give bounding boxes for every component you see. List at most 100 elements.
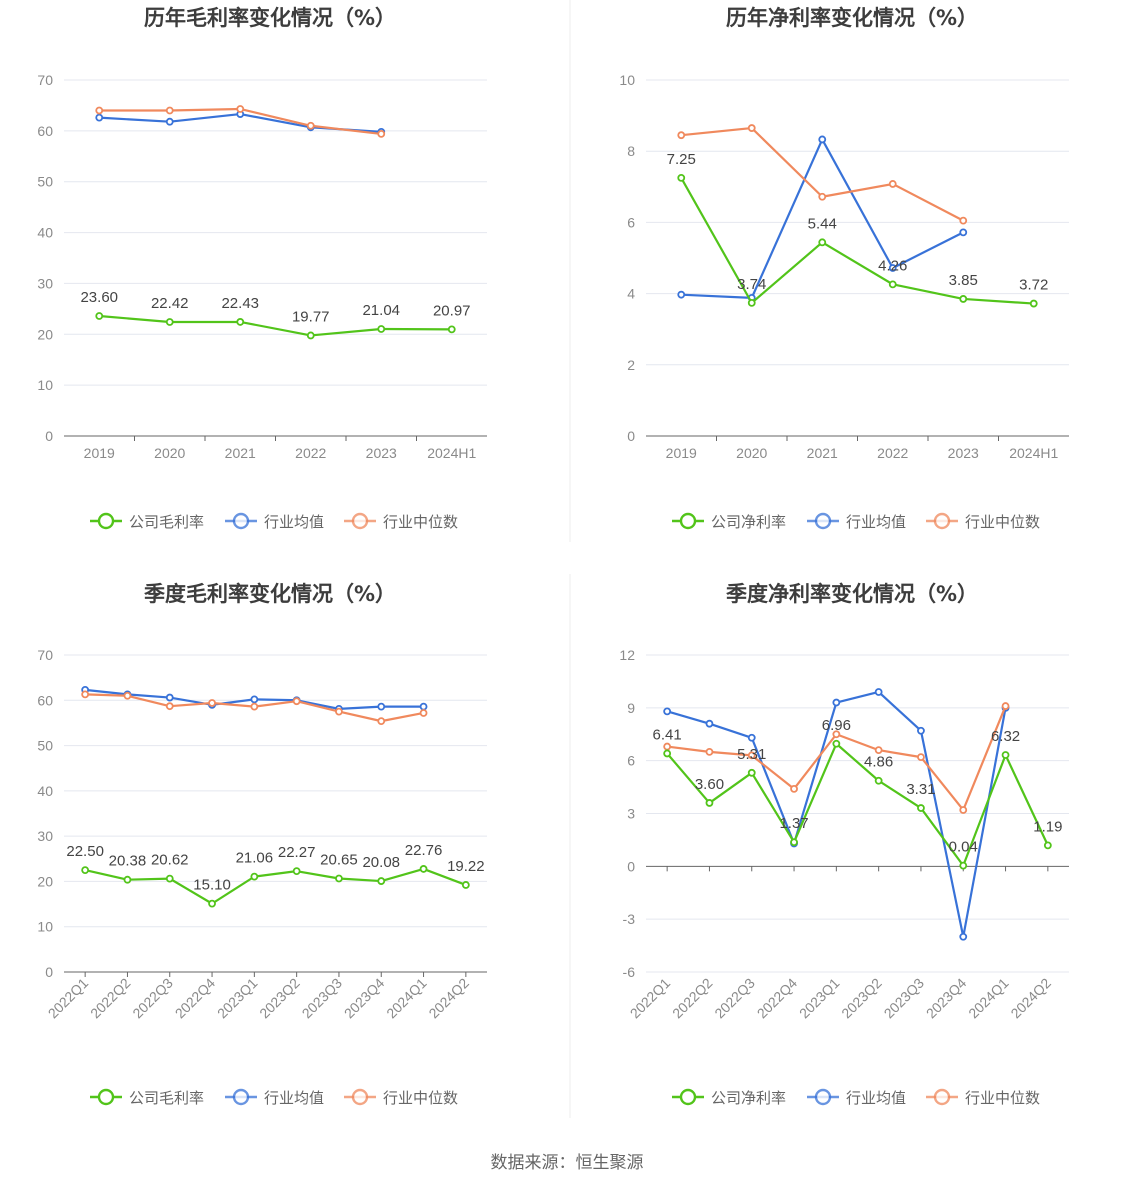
data-label: 19.22 — [447, 858, 485, 875]
data-point-median — [1001, 702, 1010, 710]
data-point-avg — [165, 693, 174, 702]
y-tick-label: 40 — [37, 783, 53, 799]
y-tick-label: 6 — [627, 214, 635, 230]
data-point-median — [705, 747, 714, 756]
data-label: 20.38 — [109, 853, 147, 870]
x-tick-label: 2022 — [295, 445, 326, 461]
y-tick-label: 10 — [619, 72, 635, 88]
data-point-company — [292, 867, 301, 876]
data-point-avg — [95, 113, 104, 122]
data-label: 22.42 — [151, 295, 189, 312]
legend-marker-median — [351, 512, 369, 530]
y-tick-label: 6 — [627, 753, 635, 769]
x-tick-label: 2022Q2 — [87, 975, 134, 1022]
data-point-company — [888, 280, 897, 289]
data-point-company — [165, 874, 174, 883]
data-point-avg — [250, 695, 259, 704]
data-label: 5.31 — [737, 746, 766, 763]
x-tick-label: 2023Q3 — [299, 975, 346, 1022]
data-point-avg — [959, 932, 968, 941]
data-point-median — [747, 751, 756, 760]
data-label: 21.06 — [236, 850, 274, 867]
y-tick-label: 3 — [627, 806, 635, 822]
data-point-median — [236, 105, 245, 113]
x-tick-label: 2022Q1 — [627, 975, 674, 1022]
y-tick-label: 20 — [37, 326, 53, 342]
data-label: 23.60 — [80, 289, 118, 306]
legend-marker-company — [97, 512, 115, 530]
x-tick-label: 2023Q4 — [923, 975, 970, 1022]
data-label: 3.85 — [949, 272, 978, 289]
data-label: 4.26 — [878, 257, 907, 274]
x-tick-label: 2024Q2 — [1007, 975, 1054, 1022]
chart-title: 季度净利率变化情况（%） — [726, 582, 978, 606]
data-point-company — [461, 881, 470, 889]
data-point-company — [959, 861, 968, 870]
data-point-avg — [917, 726, 925, 735]
data-point-company — [705, 799, 714, 807]
x-tick-label: 2023 — [948, 445, 979, 461]
x-tick-label: 2022Q4 — [172, 975, 219, 1022]
x-tick-label: 2024Q1 — [383, 975, 430, 1022]
data-point-company — [1001, 751, 1010, 759]
data-point-median — [123, 691, 132, 700]
data-point-avg — [677, 290, 686, 299]
data-point-company — [236, 318, 245, 326]
legend-marker-company — [97, 1088, 115, 1106]
data-point-company — [208, 899, 216, 908]
x-tick-label: 2022 — [877, 445, 908, 461]
data-point-median — [335, 707, 343, 716]
data-point-median — [377, 130, 386, 138]
x-tick-label: 2023Q3 — [881, 975, 928, 1022]
data-point-median — [208, 699, 216, 707]
data-point-avg — [818, 135, 827, 144]
series-line-company — [99, 314, 452, 337]
y-tick-label: -6 — [623, 964, 636, 980]
legend-label-median: 行业中位数 — [965, 1090, 1040, 1107]
series-line-company — [84, 867, 467, 905]
data-label: 6.96 — [822, 717, 851, 734]
legend-label-median: 行业中位数 — [965, 514, 1040, 531]
chart-title: 季度毛利率变化情况（%） — [144, 582, 396, 606]
data-point-median — [95, 106, 104, 115]
y-tick-label: 0 — [45, 428, 53, 444]
data-point-median — [250, 702, 259, 711]
data-point-company — [377, 325, 386, 333]
data-label: 20.08 — [362, 854, 400, 871]
y-tick-label: 10 — [37, 377, 53, 393]
chart-quarterly-net-margin: 季度净利率变化情况（%） -6 -3 0 3 6 9 12 2022Q12022Q22022Q3… — [619, 582, 1069, 1107]
data-point-median — [917, 753, 925, 762]
x-tick-label: 2022Q3 — [129, 975, 176, 1022]
data-point-company — [306, 331, 315, 340]
data-label: 3.74 — [737, 276, 766, 293]
data-label: 3.31 — [906, 781, 935, 798]
legend-label-avg: 行业均值 — [846, 1090, 906, 1107]
data-point-median — [747, 124, 756, 132]
data-label: 19.77 — [292, 308, 330, 325]
data-point-median — [832, 730, 841, 739]
data-point-company — [832, 739, 841, 748]
data-label: 7.25 — [667, 151, 696, 168]
legend-label-company: 公司毛利率 — [129, 514, 204, 531]
y-tick-label: 9 — [627, 700, 635, 716]
data-point-median — [888, 180, 897, 188]
data-label: 0.04 — [949, 839, 978, 856]
x-tick-label: 2023Q1 — [796, 975, 843, 1022]
data-point-avg — [874, 688, 883, 696]
data-point-avg — [747, 733, 756, 742]
data-point-company — [250, 872, 259, 881]
data-label: 4.86 — [864, 754, 893, 771]
x-tick-label: 2022Q1 — [45, 975, 92, 1022]
data-point-company — [1043, 841, 1052, 850]
y-tick-label: 4 — [627, 286, 635, 302]
data-point-median — [874, 746, 883, 754]
x-tick-label: 2023Q4 — [341, 975, 388, 1022]
y-tick-label: 30 — [37, 275, 53, 291]
data-point-company — [81, 866, 90, 875]
legend-label-median: 行业中位数 — [383, 514, 458, 531]
y-tick-label: 50 — [37, 738, 53, 754]
x-tick-label: 2024Q1 — [965, 975, 1012, 1022]
data-point-company — [663, 749, 672, 758]
data-point-company — [917, 804, 925, 812]
x-tick-label: 2022Q2 — [669, 975, 716, 1022]
